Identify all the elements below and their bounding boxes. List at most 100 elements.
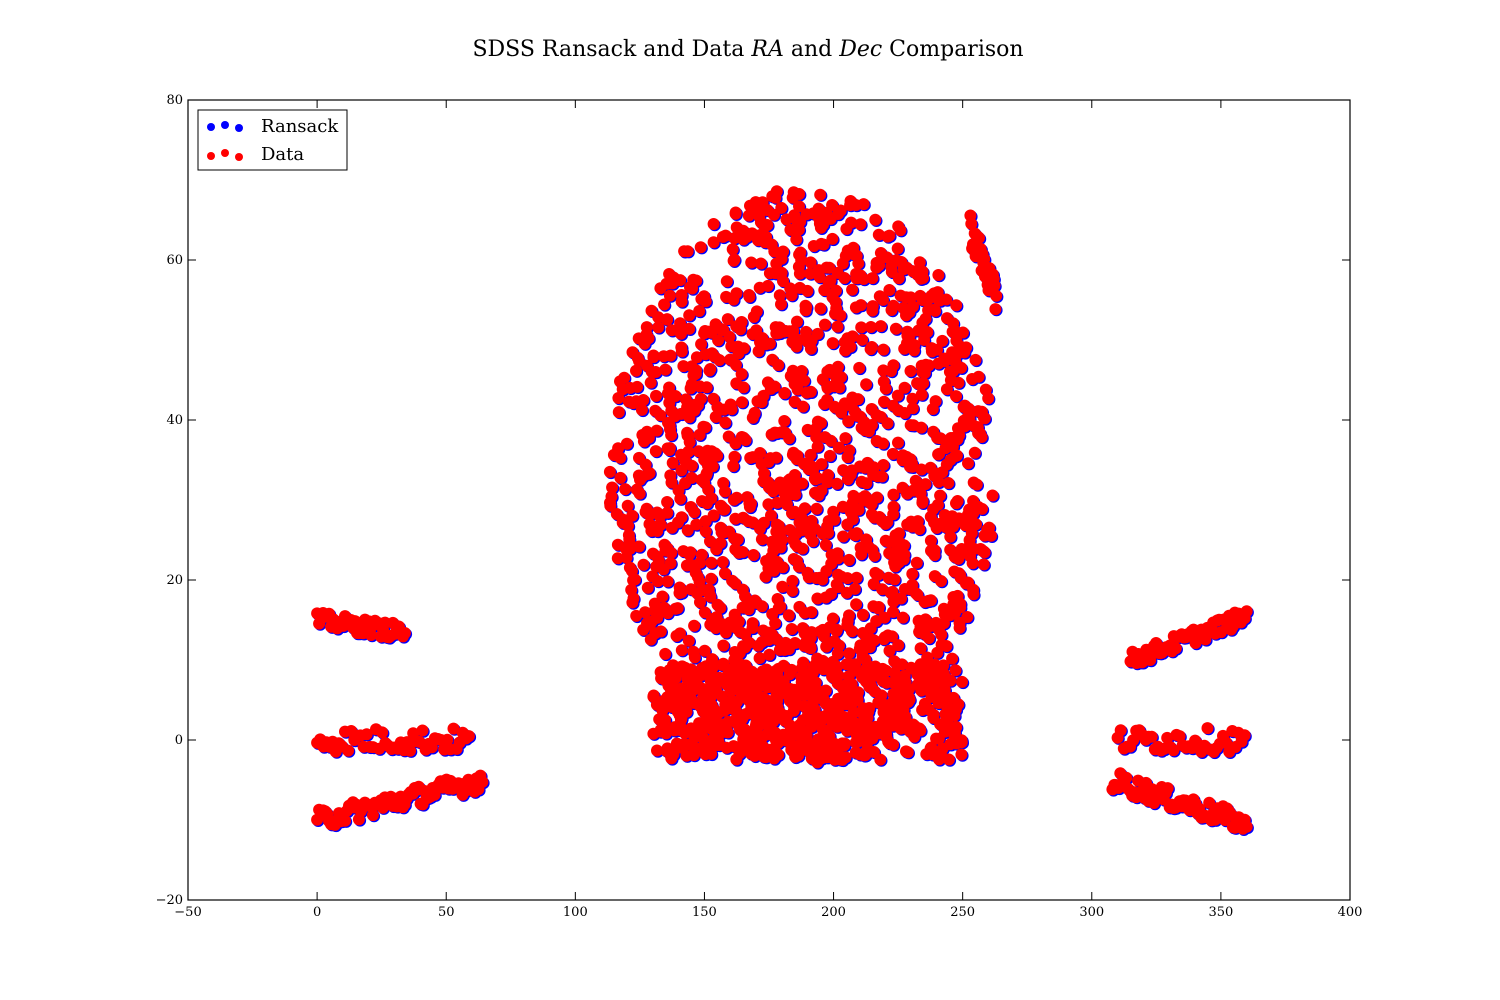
data-point: [622, 519, 634, 532]
data-point: [694, 556, 706, 569]
data-point: [728, 450, 741, 463]
data-point: [735, 396, 748, 409]
data-point: [924, 510, 937, 523]
data-point: [652, 321, 665, 334]
data-point: [798, 374, 811, 387]
data-point: [707, 218, 720, 230]
data-point: [627, 574, 640, 587]
data-point: [817, 694, 830, 706]
data-point: [654, 282, 667, 295]
data-point: [796, 662, 808, 675]
data-point: [932, 448, 945, 461]
data-point: [727, 493, 740, 506]
data-point: [824, 274, 837, 287]
data-point: [785, 623, 798, 635]
data-point: [360, 728, 373, 741]
data-point: [644, 376, 657, 389]
data-point: [892, 639, 905, 652]
data-point: [887, 508, 900, 521]
data-point: [967, 588, 980, 601]
data-point: [807, 660, 820, 673]
data-point: [699, 515, 712, 528]
data-point: [857, 198, 870, 211]
data-point: [714, 499, 727, 512]
data-point: [1144, 654, 1157, 666]
data-point: [659, 363, 672, 376]
data-point: [948, 434, 961, 447]
data-point: [729, 206, 742, 219]
data-point: [769, 191, 782, 204]
data-point: [837, 530, 850, 543]
data-point: [643, 618, 656, 631]
data-point: [717, 639, 730, 652]
data-point: [886, 708, 899, 721]
data-point: [808, 749, 821, 762]
data-point: [891, 389, 904, 402]
data-point: [675, 644, 688, 657]
data-point: [626, 509, 639, 522]
data-point: [663, 289, 676, 302]
data-point: [730, 753, 743, 766]
data-point: [722, 430, 735, 443]
data-point: [737, 342, 750, 355]
data-point: [866, 272, 879, 285]
data-point: [975, 405, 988, 418]
data-point: [928, 287, 941, 300]
series-data: [311, 185, 1253, 835]
data-point: [965, 217, 978, 230]
data-point: [705, 556, 718, 569]
data-point: [664, 557, 677, 570]
data-point: [650, 389, 662, 402]
data-point: [690, 351, 703, 364]
data-point: [887, 488, 900, 501]
data-point: [669, 390, 682, 402]
data-point: [875, 514, 888, 527]
data-point: [818, 431, 831, 444]
data-point: [638, 337, 651, 350]
data-point: [707, 392, 720, 405]
data-point: [924, 461, 937, 474]
data-point: [855, 321, 868, 334]
x-tick-label: 50: [438, 905, 455, 920]
data-point: [694, 392, 707, 405]
data-point: [857, 494, 870, 507]
data-point: [707, 236, 720, 249]
data-point: [476, 775, 489, 788]
data-point: [910, 556, 923, 569]
data-point: [699, 325, 711, 337]
data-point: [842, 677, 855, 689]
data-point: [819, 538, 832, 551]
data-point: [775, 201, 788, 214]
data-point: [683, 309, 696, 322]
data-point: [824, 212, 837, 225]
data-point: [956, 675, 968, 688]
data-point: [606, 481, 619, 494]
data-point: [944, 530, 957, 543]
data-point: [630, 483, 643, 496]
data-point: [705, 572, 718, 585]
data-point: [886, 630, 899, 643]
data-point: [818, 284, 831, 297]
data-point: [906, 567, 919, 580]
data-point: [703, 588, 716, 601]
data-point: [712, 334, 725, 347]
data-point: [896, 449, 909, 462]
data-point: [863, 702, 876, 714]
data-point: [670, 629, 683, 642]
data-point: [682, 634, 695, 647]
data-point: [985, 529, 997, 542]
data-point: [955, 361, 968, 374]
data-point: [732, 615, 745, 628]
data-point: [683, 411, 696, 424]
data-point: [901, 337, 913, 350]
data-point: [366, 809, 379, 822]
data-point: [1120, 771, 1133, 784]
data-point: [757, 691, 769, 704]
chart-title-part: and: [784, 37, 839, 62]
data-point: [745, 701, 758, 714]
data-point: [637, 558, 650, 571]
data-point: [765, 428, 778, 441]
data-point: [898, 381, 911, 394]
data-point: [650, 424, 663, 437]
data-point: [684, 382, 697, 395]
